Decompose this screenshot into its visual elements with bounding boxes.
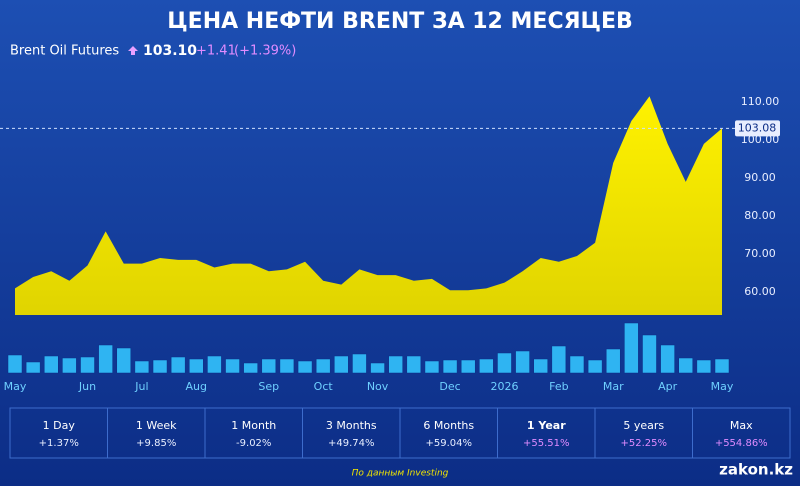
volume-bar (279, 358, 295, 374)
source: По данным Investing (352, 469, 449, 479)
volume-bar (25, 361, 41, 374)
period-button[interactable] (693, 408, 791, 458)
period-change: -9.02% (236, 438, 271, 449)
volume-bar (660, 344, 675, 374)
volume-bar (714, 358, 730, 374)
period-label: 1 Month (231, 419, 276, 432)
volume-bar (442, 359, 458, 374)
volume-bar (460, 359, 476, 374)
volume-bar (152, 359, 168, 374)
brand: zakon.kz (719, 461, 793, 479)
volume-bar (44, 355, 59, 374)
y-tick-label: 70.00 (744, 247, 776, 260)
x-tick-label: Dec (439, 380, 460, 393)
volume-bar (116, 347, 132, 374)
volume-bar (98, 344, 113, 374)
period-button[interactable] (400, 408, 498, 458)
volume-bar (678, 357, 693, 374)
period-change: +55.51% (523, 438, 570, 449)
x-tick-label: May (4, 380, 27, 393)
up-arrow (128, 46, 138, 55)
volume-bar (297, 360, 313, 374)
x-tick-label: Jul (134, 380, 148, 393)
y-tick-label: 90.00 (744, 171, 776, 184)
period-label: Max (730, 419, 753, 432)
period-button[interactable] (498, 408, 596, 458)
volume-bar (605, 348, 621, 374)
volume-bar (62, 357, 77, 374)
y-tick-label: 60.00 (744, 285, 776, 298)
volume-bar (370, 362, 385, 374)
x-tick-label: Jun (78, 380, 96, 393)
change-pct: (+1.39%) (234, 44, 296, 59)
period-change: +49.74% (328, 438, 375, 449)
instrument: Brent Oil Futures (10, 44, 119, 59)
period-label: 1 Year (527, 419, 566, 432)
x-tick-label: Apr (658, 380, 678, 393)
last-value-label: 103.08 (738, 121, 777, 134)
period-button[interactable] (10, 408, 108, 458)
volume-bar (569, 355, 585, 374)
period-label: 1 Week (136, 419, 177, 432)
volume-bar (207, 355, 222, 374)
volume-bar (515, 350, 530, 374)
x-tick-label: Sep (258, 380, 279, 393)
period-change: +59.04% (425, 438, 472, 449)
volume-bar (315, 358, 331, 374)
period-label: 6 Months (423, 419, 474, 432)
x-tick-label: 2026 (490, 380, 518, 393)
plot: 60.0070.0080.0090.00100.00110.00103.08Ma… (0, 95, 791, 459)
last-value-tag (735, 120, 780, 137)
period-button[interactable] (595, 408, 693, 458)
period-change: +52.25% (620, 438, 667, 449)
volume-bar (587, 359, 603, 374)
x-tick-label: Aug (186, 380, 207, 393)
volume-bar (352, 353, 367, 374)
volume-bar (624, 322, 639, 374)
volume-bar (406, 355, 422, 374)
period-change: +554.86% (715, 438, 768, 449)
period-button[interactable] (303, 408, 401, 458)
volume-bar (696, 359, 712, 374)
period-button[interactable] (108, 408, 206, 458)
y-tick-label: 110.00 (741, 95, 780, 108)
volume-bar (80, 356, 95, 374)
volume-bar (479, 358, 494, 374)
volume-bar (134, 360, 150, 374)
period-change: +9.85% (136, 438, 176, 449)
volume-bar (424, 360, 440, 374)
period-button[interactable] (205, 408, 303, 458)
x-tick-label: May (711, 380, 734, 393)
volume-bar (497, 352, 512, 374)
area (15, 96, 722, 315)
x-tick-label: Feb (549, 380, 568, 393)
volume-bar (243, 362, 258, 374)
volume-bar (189, 358, 204, 374)
volume-bar (170, 356, 186, 374)
change: +1.41 (196, 44, 236, 59)
volume-bar (225, 358, 240, 374)
period-label: 5 years (623, 419, 664, 432)
period-label: 3 Months (326, 419, 377, 432)
x-tick-label: Mar (603, 380, 624, 393)
period-label: 1 Day (43, 419, 76, 432)
volume-bar (334, 355, 349, 374)
volume-bar (388, 355, 403, 374)
chart-title: ЦЕНА НЕФТИ BRENT ЗА 12 МЕСЯЦЕВ (167, 9, 633, 34)
volume-bar (551, 345, 567, 374)
price: 103.10 (143, 43, 197, 59)
volume-bar (642, 334, 657, 374)
x-tick-label: Oct (314, 380, 334, 393)
x-tick-label: Nov (367, 380, 389, 393)
volume-bar (7, 354, 23, 374)
y-tick-label: 80.00 (744, 209, 776, 222)
volume-bar (533, 358, 548, 374)
volume-bar (261, 358, 277, 374)
period-change: +1.37% (39, 438, 79, 449)
